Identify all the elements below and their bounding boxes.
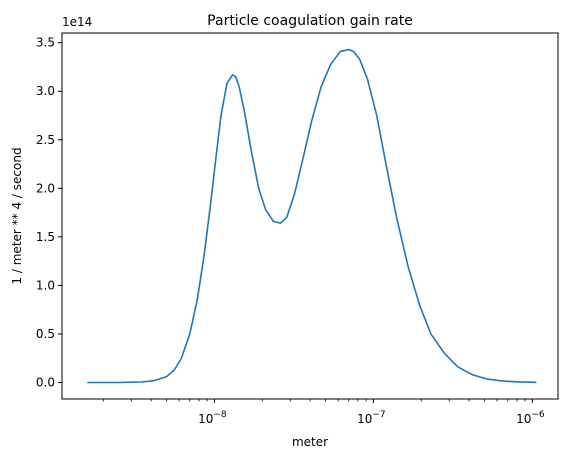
y-tick-label: 1.5	[36, 230, 55, 244]
chart-title: Particle coagulation gain rate	[207, 13, 413, 29]
y-tick-label: 3.0	[36, 84, 55, 98]
y-tick-label: 2.5	[36, 133, 55, 147]
x-axis: 10−8 10−7 10−6	[102, 399, 545, 426]
y-tick-label: 3.5	[36, 36, 55, 50]
series-layer	[87, 48, 537, 384]
y-tick-label: 2.0	[36, 181, 55, 195]
x-tick-label: 10−6	[516, 410, 545, 426]
plot-area	[61, 32, 559, 400]
y-axis-label: 1 / meter ** 4 / second	[10, 147, 24, 284]
y-offset-text: 1e14	[62, 15, 92, 29]
x-tick-label: 10−8	[198, 410, 227, 426]
series-line	[87, 48, 537, 384]
x-axis-label: meter	[292, 435, 328, 449]
y-tick-label: 0.0	[36, 375, 55, 389]
y-tick-label: 1.0	[36, 278, 55, 292]
y-tick-label: 0.5	[36, 327, 55, 341]
y-axis: 0.0 0.5 1.0 1.5 2.0 2.5 3.0 3.5	[36, 36, 62, 389]
x-tick-label: 10−7	[357, 410, 386, 426]
